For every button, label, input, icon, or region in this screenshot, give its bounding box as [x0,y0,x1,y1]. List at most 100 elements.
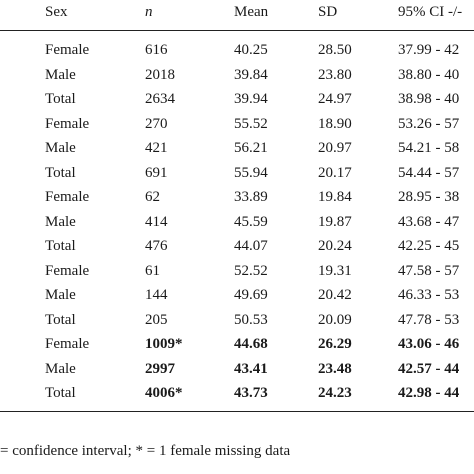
cell-sd: 24.97 [318,91,352,107]
cell-sd: 24.23 [318,385,352,401]
cell-ci: 38.98 - 40 [398,91,460,107]
cell-mean: 55.52 [234,115,268,132]
cell-ci: 53.26 - 57 [398,115,460,132]
table-row: Male 2018 39.84 23.80 38.80 - 40 [0,64,474,86]
cell-mean: 44.07 [234,238,268,254]
header-mean: Mean [234,4,269,20]
table-bottom-rule [0,411,474,412]
cell-ci: 47.58 - 57 [398,262,460,279]
cell-sex: Total [45,91,76,107]
cell-sex: Total [45,164,76,181]
cell-n: 144 [145,287,168,303]
cell-n: 421 [145,140,168,156]
cell-sd: 20.24 [318,238,352,254]
cell-n: 4006* [145,385,183,401]
cell-mean: 55.94 [234,164,268,181]
cell-sex: Total [45,385,76,401]
cell-sd: 20.42 [318,287,352,303]
cell-sex: Male [45,360,76,377]
cell-mean: 44.68 [234,336,268,352]
table-header-row: Sex n Mean SD 95% CI -/- [0,1,474,23]
cell-ci: 42.98 - 44 [398,385,460,401]
cell-ci: 46.33 - 53 [398,287,460,303]
cell-mean: 49.69 [234,287,268,303]
cell-mean: 43.73 [234,385,268,401]
cell-sex: Female [45,42,90,58]
cell-mean: 40.25 [234,42,268,58]
cell-ci: 42.25 - 45 [398,238,460,254]
cell-ci: 42.57 - 44 [398,360,460,377]
cell-mean: 33.89 [234,189,268,205]
cell-ci: 47.78 - 53 [398,311,460,328]
cell-sex: Female [45,189,90,205]
header-ci: 95% CI -/- [398,4,463,20]
cell-n: 1009* [145,336,183,352]
cell-n: 205 [145,311,168,328]
cell-sex: Total [45,238,76,254]
cell-ci: 37.99 - 42 [398,42,460,58]
table-row: Male 414 45.59 19.87 43.68 - 47 [0,211,474,233]
table-row: Female 61 52.52 19.31 47.58 - 57 [0,260,474,282]
cell-sd: 19.84 [318,189,352,205]
table-row: Total 4006* 43.73 24.23 42.98 - 44 [0,382,474,404]
cell-sd: 28.50 [318,42,352,58]
table-footnote: = confidence interval; * = 1 female miss… [0,443,291,459]
table-row: Male 421 56.21 20.97 54.21 - 58 [0,137,474,159]
cell-ci: 54.21 - 58 [398,140,460,156]
cell-mean: 39.94 [234,91,268,107]
header-sd: SD [318,4,338,20]
cell-n: 62 [145,189,160,205]
cell-ci: 38.80 - 40 [398,66,460,83]
cell-n: 270 [145,115,168,132]
cell-sd: 19.31 [318,262,352,279]
cell-sex: Total [45,311,76,328]
cell-ci: 43.06 - 46 [398,336,460,352]
cell-sd: 23.80 [318,66,352,83]
cell-n: 691 [145,164,168,181]
cell-sd: 19.87 [318,213,352,230]
cell-mean: 56.21 [234,140,268,156]
cell-n: 61 [145,262,160,279]
cell-sd: 20.09 [318,311,352,328]
cell-ci: 43.68 - 47 [398,213,460,230]
cell-n: 414 [145,213,168,230]
cell-mean: 50.53 [234,311,268,328]
cell-n: 476 [145,238,168,254]
cell-mean: 45.59 [234,213,268,230]
table-row: Male 2997 43.41 23.48 42.57 - 44 [0,358,474,380]
table-row: Female 1009* 44.68 26.29 43.06 - 46 [0,333,474,355]
table-row: Total 2634 39.94 24.97 38.98 - 40 [0,88,474,110]
table-row: Male 144 49.69 20.42 46.33 - 53 [0,284,474,306]
table-top-rule [0,30,474,31]
header-sex: Sex [45,4,68,20]
cell-mean: 52.52 [234,262,268,279]
cell-sex: Female [45,262,90,279]
header-n: n [145,4,153,20]
cell-n: 2634 [145,91,175,107]
cell-sex: Male [45,287,76,303]
table-row: Total 476 44.07 20.24 42.25 - 45 [0,235,474,257]
cell-ci: 54.44 - 57 [398,164,460,181]
table-row: Female 616 40.25 28.50 37.99 - 42 [0,39,474,61]
cell-sex: Female [45,336,90,352]
table-row: Female 270 55.52 18.90 53.26 - 57 [0,113,474,135]
cell-sex: Male [45,140,76,156]
table-row: Total 691 55.94 20.17 54.44 - 57 [0,162,474,184]
cell-n: 616 [145,42,168,58]
cell-sex: Female [45,115,90,132]
table-row: Female 62 33.89 19.84 28.95 - 38 [0,186,474,208]
cell-sex: Male [45,66,76,83]
cell-sd: 20.17 [318,164,352,181]
cell-sd: 26.29 [318,336,352,352]
cell-ci: 28.95 - 38 [398,189,460,205]
cell-mean: 43.41 [234,360,268,377]
cell-n: 2018 [145,66,175,83]
cell-sex: Male [45,213,76,230]
cell-sd: 23.48 [318,360,352,377]
cell-mean: 39.84 [234,66,268,83]
cell-sd: 20.97 [318,140,352,156]
cell-n: 2997 [145,360,175,377]
cell-sd: 18.90 [318,115,352,132]
table-row: Total 205 50.53 20.09 47.78 - 53 [0,309,474,331]
